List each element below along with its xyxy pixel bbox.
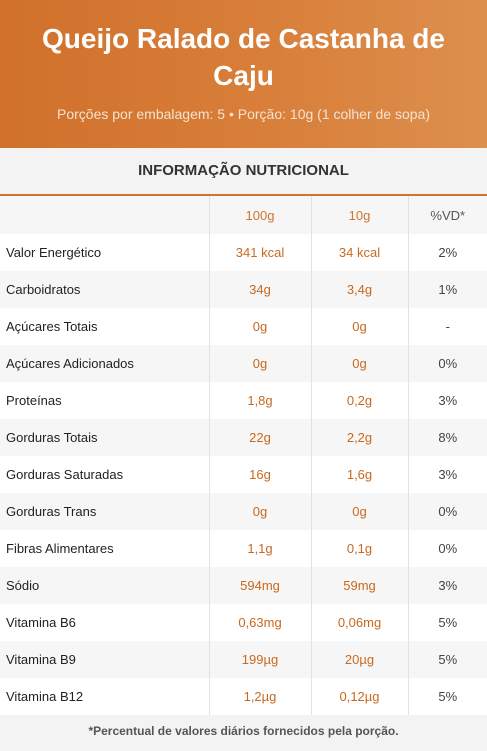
table-row: Vitamina B9 199µg 20µg 5% — [0, 641, 487, 678]
nutrient-name: Fibras Alimentares — [0, 530, 209, 567]
value-daily-percent: 5% — [407, 678, 487, 715]
value-portion: 0,2g — [310, 382, 408, 419]
value-100g: 594mg — [208, 567, 311, 604]
value-portion: 0,12µg — [310, 678, 408, 715]
table-row: Fibras Alimentares 1,1g 0,1g 0% — [0, 530, 487, 567]
nutrient-name: Proteínas — [0, 382, 209, 419]
nutrient-name: Vitamina B9 — [0, 641, 209, 678]
value-daily-percent: 0% — [407, 345, 487, 382]
value-daily-percent: 5% — [407, 641, 487, 678]
section-title: INFORMAÇÃO NUTRICIONAL — [0, 148, 487, 196]
nutrient-name: Gorduras Trans — [0, 493, 209, 530]
value-daily-percent: - — [407, 308, 487, 345]
nutrient-name: Vitamina B6 — [0, 604, 209, 641]
nutrient-name: Carboidratos — [0, 271, 209, 308]
value-100g: 34g — [208, 271, 311, 308]
table-row: Valor Energético 341 kcal 34 kcal 2% — [0, 234, 487, 271]
table-row: Proteínas 1,8g 0,2g 3% — [0, 382, 487, 419]
value-portion: 20µg — [310, 641, 408, 678]
column-header-portion: 10g — [310, 196, 408, 234]
value-100g: 0,63mg — [208, 604, 311, 641]
nutrient-name: Gorduras Saturadas — [0, 456, 209, 493]
value-portion: 59mg — [310, 567, 408, 604]
value-100g: 0g — [208, 308, 311, 345]
table-row: Gorduras Trans 0g 0g 0% — [0, 493, 487, 530]
value-portion: 0g — [310, 345, 408, 382]
header: Queijo Ralado de Castanha de Caju Porçõe… — [0, 0, 487, 148]
nutrient-name: Vitamina B12 — [0, 678, 209, 715]
value-100g: 341 kcal — [208, 234, 311, 271]
table-row: Vitamina B12 1,2µg 0,12µg 5% — [0, 678, 487, 715]
value-daily-percent: 0% — [407, 530, 487, 567]
value-portion: 1,6g — [310, 456, 408, 493]
value-daily-percent: 0% — [407, 493, 487, 530]
value-portion: 0g — [310, 308, 408, 345]
column-header-vd: %VD* — [407, 196, 487, 234]
product-title: Queijo Ralado de Castanha de Caju — [42, 23, 445, 91]
value-100g: 199µg — [208, 641, 311, 678]
serving-info: Porções por embalagem: 5 • Porção: 10g (… — [57, 106, 430, 122]
value-100g: 22g — [208, 419, 311, 456]
nutrition-table: 100g 10g %VD* Valor Energético 341 kcal 34… — [0, 196, 487, 715]
value-100g: 1,1g — [208, 530, 311, 567]
value-daily-percent: 3% — [407, 382, 487, 419]
column-header-100g: 100g — [208, 196, 311, 234]
value-daily-percent: 3% — [407, 456, 487, 493]
table-header-row: 100g 10g %VD* — [0, 196, 487, 234]
nutrient-name: Açúcares Totais — [0, 308, 209, 345]
table-row: Açúcares Adicionados 0g 0g 0% — [0, 345, 487, 382]
value-100g: 1,8g — [208, 382, 311, 419]
value-portion: 0,1g — [310, 530, 408, 567]
table-row: Sódio 594mg 59mg 3% — [0, 567, 487, 604]
value-portion: 2,2g — [310, 419, 408, 456]
table-row: Vitamina B6 0,63mg 0,06mg 5% — [0, 604, 487, 641]
value-portion: 0,06mg — [310, 604, 408, 641]
value-daily-percent: 5% — [407, 604, 487, 641]
value-portion: 3,4g — [310, 271, 408, 308]
value-daily-percent: 8% — [407, 419, 487, 456]
value-100g: 0g — [208, 345, 311, 382]
value-daily-percent: 2% — [407, 234, 487, 271]
column-header-nutrient — [0, 196, 209, 234]
nutrient-name: Açúcares Adicionados — [0, 345, 209, 382]
value-portion: 0g — [310, 493, 408, 530]
table-row: Gorduras Saturadas 16g 1,6g 3% — [0, 456, 487, 493]
footnote: *Percentual de valores diários fornecido… — [0, 715, 487, 751]
nutrient-name: Valor Energético — [0, 234, 209, 271]
value-100g: 16g — [208, 456, 311, 493]
table-row: Carboidratos 34g 3,4g 1% — [0, 271, 487, 308]
nutrient-name: Gorduras Totais — [0, 419, 209, 456]
table-row: Gorduras Totais 22g 2,2g 8% — [0, 419, 487, 456]
value-100g: 1,2µg — [208, 678, 311, 715]
value-daily-percent: 1% — [407, 271, 487, 308]
table-row: Açúcares Totais 0g 0g - — [0, 308, 487, 345]
value-daily-percent: 3% — [407, 567, 487, 604]
value-100g: 0g — [208, 493, 311, 530]
value-portion: 34 kcal — [310, 234, 408, 271]
nutrient-name: Sódio — [0, 567, 209, 604]
